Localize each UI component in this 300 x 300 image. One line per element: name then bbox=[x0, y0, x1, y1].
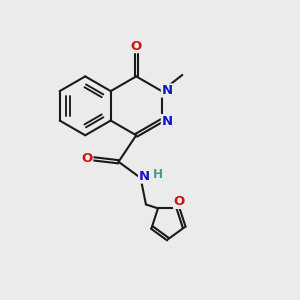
Text: N: N bbox=[161, 84, 172, 97]
Text: O: O bbox=[81, 152, 93, 165]
Text: O: O bbox=[174, 195, 185, 208]
Text: O: O bbox=[130, 40, 142, 52]
Text: N: N bbox=[139, 170, 150, 183]
Text: N: N bbox=[161, 115, 172, 128]
Text: H: H bbox=[153, 168, 163, 181]
